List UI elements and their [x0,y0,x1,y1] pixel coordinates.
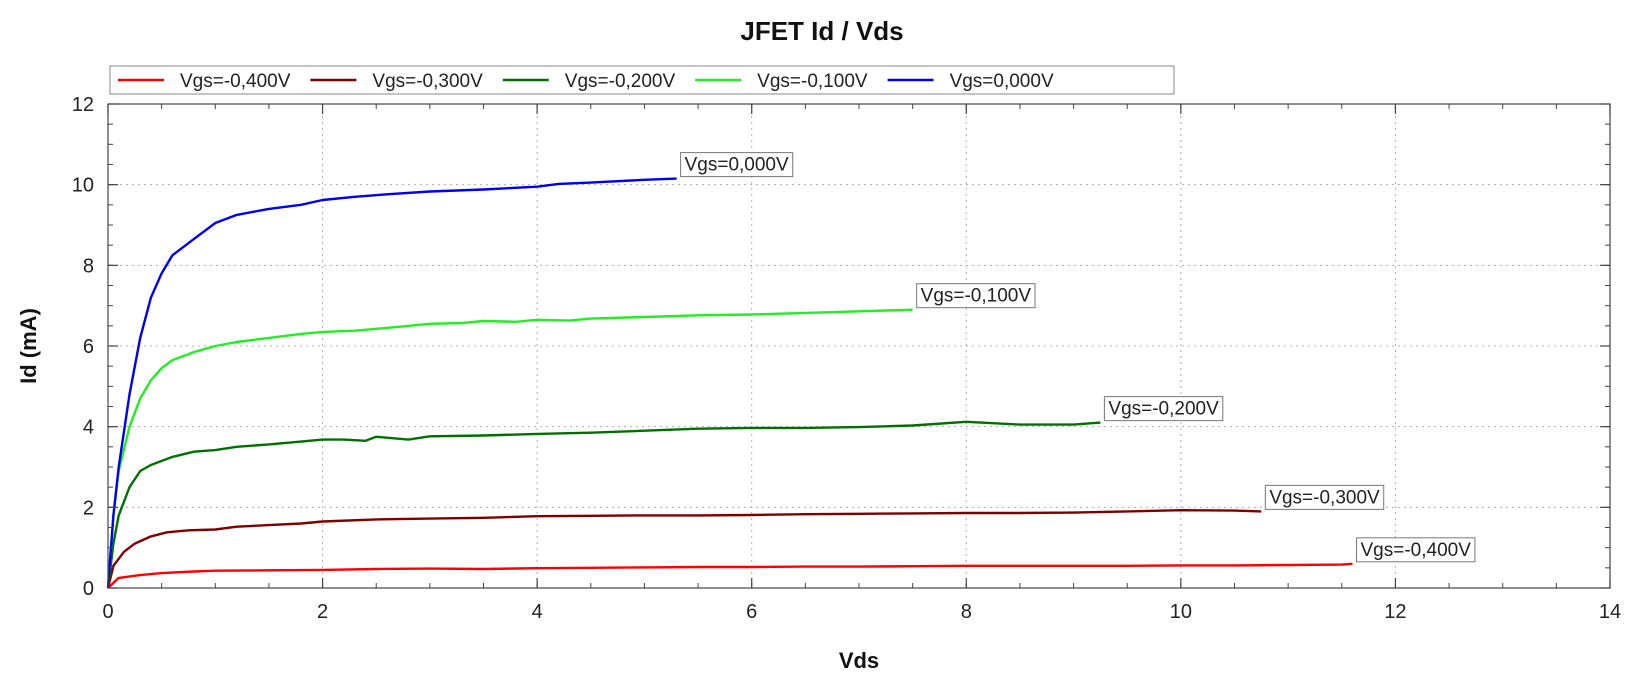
y-tick-label: 2 [83,497,94,519]
legend-label: Vgs=0,000V [950,71,1054,92]
x-tick-label: 2 [317,601,328,623]
y-tick-label: 0 [83,578,94,600]
series-line-0 [107,562,1353,589]
legend-item-4: Vgs=0,000V [887,71,1054,92]
y-tick-label: 12 [72,94,94,116]
y-tick-label: 10 [72,175,94,197]
series-annotation-4: Vgs=0,000V [680,152,794,178]
annotation-box [1264,484,1385,510]
x-tick-label: 10 [1170,601,1192,623]
annotation-box [680,152,794,178]
legend-item-1: Vgs=-0,300V [310,71,483,92]
legend-item-2: Vgs=-0,200V [502,71,676,92]
annotation-label: Vgs=0,000V [685,155,789,176]
annotation-box [916,283,1036,309]
series-annotation-3: Vgs=-0,100V [916,283,1036,309]
legend-item-0: Vgs=-0,400V [118,71,291,92]
series-line-4 [106,177,677,589]
annotation-box [1356,537,1476,563]
y-axis-label: Id (mA) [16,308,41,384]
legend-label: Vgs=-0,200V [565,71,676,92]
series-line-2 [106,420,1101,589]
series-annotation-2: Vgs=-0,200V [1103,396,1224,422]
x-tick-label: 0 [102,601,113,623]
series-annotation-0: Vgs=-0,400V [1356,537,1476,563]
y-tick-label: 8 [83,255,94,277]
annotation-label: Vgs=-0,400V [1361,540,1472,561]
series-line-1 [106,509,1262,589]
legend-label: Vgs=-0,300V [372,71,483,92]
annotation-label: Vgs=-0,100V [921,286,1032,307]
x-tick-label: 12 [1384,601,1406,623]
annotation-label: Vgs=-0,300V [1269,487,1380,508]
x-tick-label: 14 [1599,601,1621,623]
chart-title: JFET Id / Vds [740,16,903,46]
y-tick-label: 6 [83,336,94,358]
series-annotations: Vgs=-0,400V Vgs=-0,300V Vgs=-0,200V Vgs=-0,… [680,152,1476,563]
legend-label: Vgs=-0,400V [180,71,291,92]
legend: Vgs=-0,400V Vgs=-0,300V Vgs=-0,200V Vgs=-0,… [109,65,1175,95]
series-line-3 [106,308,913,589]
annotation-box [1103,396,1224,422]
series-layer [106,177,1353,589]
legend-item-3: Vgs=-0,100V [695,71,868,92]
x-tick-label: 6 [746,601,757,623]
axis-ticks: 0 2 4 6 8 10 12 14 0 2 4 6 8 10 12 [72,94,1621,623]
legend-label: Vgs=-0,100V [757,71,868,92]
x-tick-label: 8 [961,601,972,623]
x-tick-label: 4 [532,601,543,623]
x-axis-label: Vds [839,648,879,673]
series-annotation-1: Vgs=-0,300V [1264,484,1385,510]
y-tick-label: 4 [83,417,94,439]
annotation-label: Vgs=-0,200V [1108,399,1219,420]
legend-box [109,65,1175,95]
